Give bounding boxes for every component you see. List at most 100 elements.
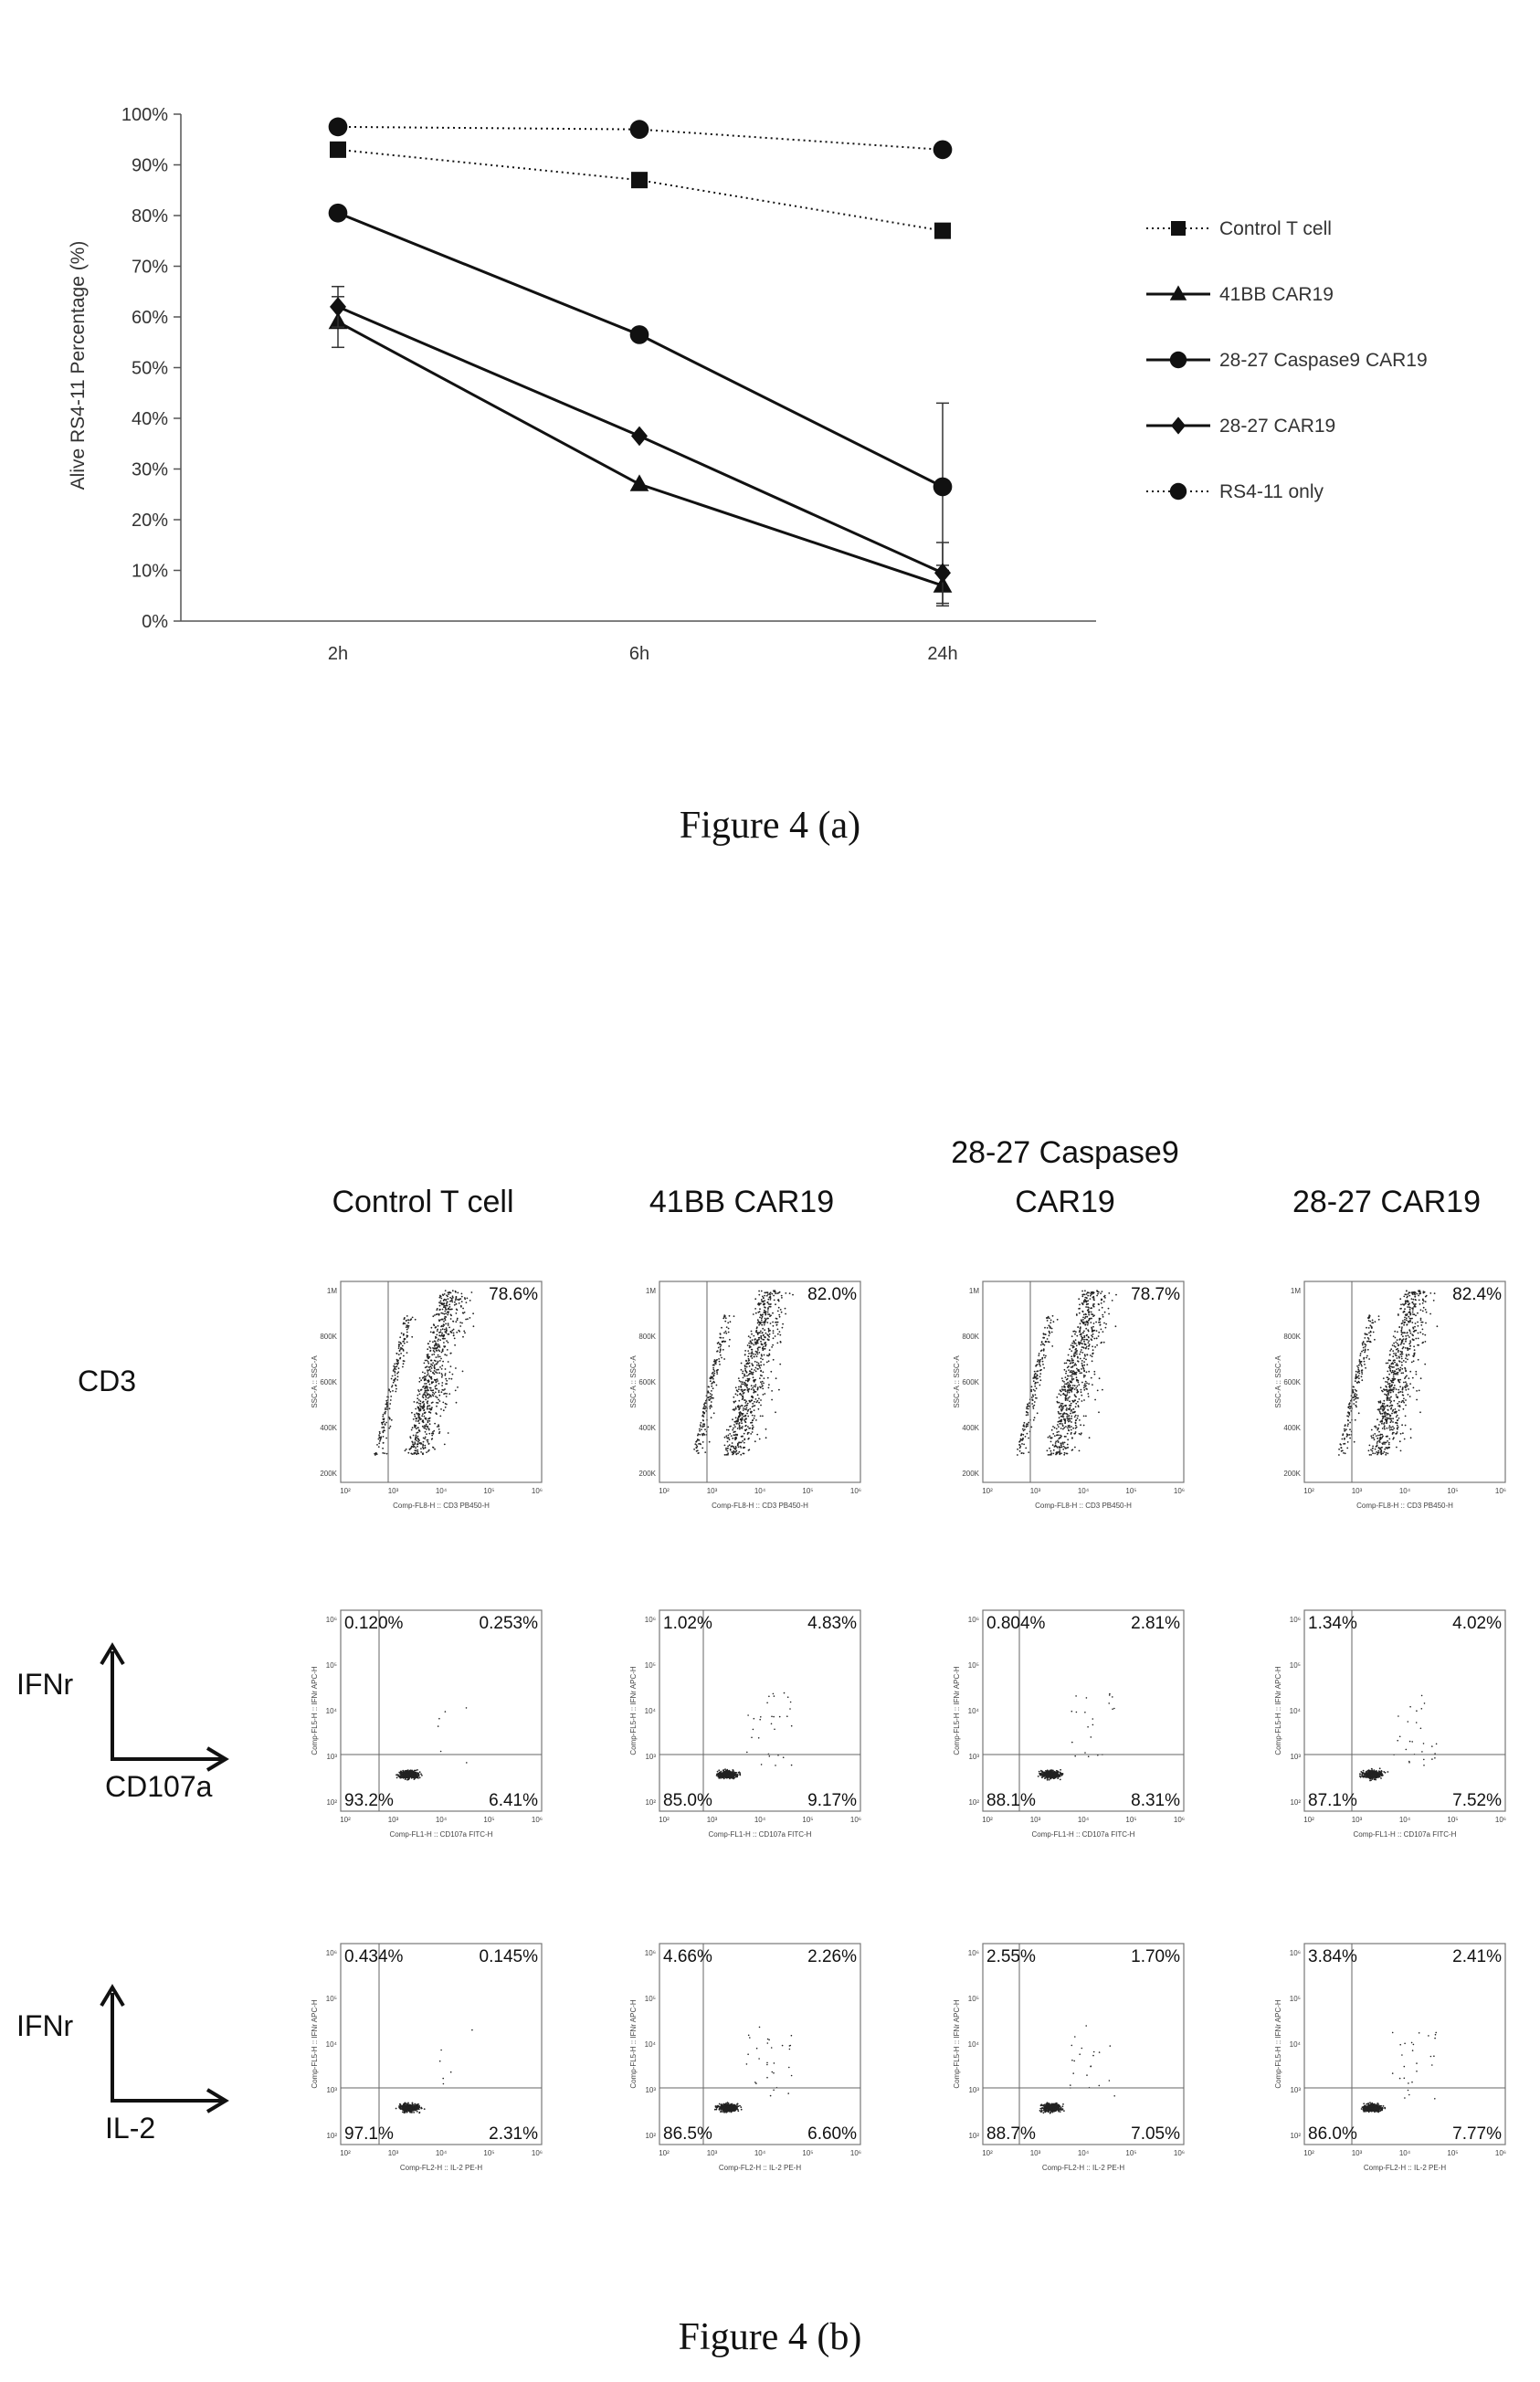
- panel-y-tick: 10⁵: [645, 1995, 656, 2003]
- panel-x-tick: 10⁶: [1174, 1816, 1185, 1824]
- panel-y-axis-caption: Comp-FL5-H :: IFNr APC-H: [953, 1999, 961, 2089]
- quadrant-upper-right-percent: 2.26%: [807, 1947, 857, 1966]
- column-header-line2: CAR19: [1015, 1185, 1115, 1219]
- panel-y-tick: 10³: [326, 1753, 337, 1761]
- quadrant-lower-right-percent: 2.31%: [489, 2124, 538, 2144]
- panel-y-tick: 10⁶: [968, 1616, 979, 1624]
- data-point: [629, 120, 649, 139]
- panel-x-tick: 10³: [1030, 2149, 1041, 2157]
- panel-x-axis-caption: Comp-FL2-H :: IL-2 PE-H: [719, 2164, 801, 2172]
- panel-x-tick: 10⁴: [1078, 1816, 1090, 1824]
- data-point: [629, 474, 649, 491]
- panel-x-tick: 10³: [1030, 1487, 1041, 1495]
- panel-x-tick: 10⁴: [436, 1816, 448, 1824]
- series-28-27-caspase9-car19: [328, 203, 953, 572]
- panel-x-tick: 10⁴: [1399, 1487, 1411, 1495]
- quadrant-upper-left-percent: 2.55%: [986, 1947, 1036, 1966]
- panel-y-tick: 600K: [320, 1378, 337, 1386]
- panel-x-tick: 10⁶: [1495, 1487, 1506, 1495]
- panel-y-tick: 200K: [638, 1470, 656, 1478]
- panel-x-tick: 10²: [982, 1487, 993, 1495]
- panel-y-axis-caption: Comp-FL5-H :: IFNr APC-H: [629, 1999, 638, 2089]
- plot-frame: [982, 1943, 1185, 2145]
- legend-label: RS4-11 only: [1219, 481, 1324, 502]
- quadrant-lower-left-percent: 93.2%: [344, 1791, 394, 1810]
- data-point: [631, 172, 648, 189]
- series-28-27-car19: [330, 285, 951, 605]
- panel-x-tick: 10²: [1303, 1487, 1314, 1495]
- quadrant-upper-left-percent: 1.34%: [1308, 1614, 1357, 1633]
- panel-x-tick: 10⁵: [1125, 1487, 1136, 1495]
- event-dots: [374, 1290, 475, 1456]
- panel-x-tick: 10³: [1352, 1816, 1363, 1824]
- plot-frame: [340, 1943, 543, 2145]
- quadrant-lower-left-percent: 88.1%: [986, 1791, 1036, 1810]
- event-dots: [1039, 2025, 1115, 2114]
- series-rs4-11-only: [328, 117, 953, 160]
- y-tick-label: 20%: [132, 511, 168, 531]
- quadrant-upper-left-percent: 4.66%: [663, 1947, 712, 1966]
- panel-y-axis-caption: Comp-FL5-H :: IFNr APC-H: [311, 1999, 319, 2089]
- panel-x-tick: 10³: [1352, 1487, 1363, 1495]
- quadrant-lower-left-percent: 85.0%: [663, 1791, 712, 1810]
- quadrant-lower-left-percent: 88.7%: [986, 2124, 1036, 2144]
- panel-y-tick: 10⁵: [1290, 1995, 1301, 2003]
- panel-x-tick: 10⁴: [1078, 1487, 1090, 1495]
- legend-marker: [1171, 221, 1186, 236]
- panel-y-tick: 10⁴: [1290, 1707, 1302, 1715]
- panel-y-tick: 1M: [969, 1287, 979, 1295]
- event-dots: [1360, 2031, 1437, 2113]
- quadrant-lower-right-percent: 7.52%: [1452, 1791, 1502, 1810]
- panel-y-tick: 600K: [962, 1378, 979, 1386]
- panel-x-tick: 10⁵: [802, 1816, 813, 1824]
- panel-y-tick: 800K: [320, 1333, 337, 1341]
- panel-y-tick: 10²: [1290, 1798, 1301, 1807]
- legend-marker: [1169, 482, 1187, 501]
- panel-y-tick: 10⁴: [326, 1707, 338, 1715]
- panel-x-tick: 10⁵: [483, 1816, 494, 1824]
- panel-x-axis-caption: Comp-FL1-H :: CD107a FITC-H: [1032, 1830, 1135, 1839]
- flow-plot-panel: 78.7% 1M 800K 600K 400K 200K 10² 10³ 10⁴ 10⁵ 10⁶ SS…: [928, 1274, 1202, 1548]
- panel-y-tick: 10⁵: [968, 1995, 979, 2003]
- panel-x-tick: 10⁵: [483, 1487, 494, 1495]
- panel-x-tick: 10⁶: [850, 1487, 861, 1495]
- column-header-line2: 28-27 CAR19: [1292, 1185, 1481, 1219]
- y-axis-label: Alive RS4-11 Percentage (%): [68, 241, 89, 490]
- quadrant-upper-right-percent: 1.70%: [1131, 1947, 1180, 1966]
- plot-frame: [1303, 1609, 1506, 1812]
- panel-y-tick: 1M: [327, 1287, 337, 1295]
- plot-frame: [659, 1943, 861, 2145]
- y-tick-label: 100%: [121, 105, 168, 125]
- data-point: [934, 222, 951, 239]
- y-tick-label: 40%: [132, 409, 168, 429]
- panel-y-tick: 10⁴: [645, 2040, 657, 2049]
- panel-y-tick: 800K: [1283, 1333, 1301, 1341]
- panel-y-axis-caption: Comp-FL5-H :: IFNr APC-H: [629, 1666, 638, 1755]
- event-dots: [1359, 1694, 1438, 1782]
- panel-y-tick: 10⁵: [968, 1661, 979, 1670]
- panel-y-tick: 10³: [968, 1753, 979, 1761]
- axis-arrows-icon: [100, 1642, 229, 1772]
- panel-x-tick: 10²: [659, 1816, 670, 1824]
- event-dots: [1338, 1290, 1439, 1456]
- panel-y-tick: 200K: [962, 1470, 979, 1478]
- quadrant-lower-right-percent: 6.41%: [489, 1791, 538, 1810]
- flow-plot-panel: 82.0% 1M 800K 600K 400K 200K 10² 10³ 10⁴ 10⁵ 10⁶ SS…: [605, 1274, 879, 1548]
- panel-x-tick: 10⁴: [754, 2149, 766, 2157]
- chart-axes: 0% 10% 20% 30% 40% 50% 60% 70% 80% 90% 100% 2h 6h 24h: [121, 105, 1096, 664]
- panel-y-tick: 10²: [326, 1798, 337, 1807]
- plot-frame: [1303, 1281, 1506, 1483]
- panel-x-axis-caption: Comp-FL2-H :: IL-2 PE-H: [400, 2164, 482, 2172]
- panel-y-axis-caption: SSC-A :: SSC-A: [629, 1355, 638, 1408]
- panel-y-tick: 400K: [638, 1424, 656, 1432]
- panel-x-tick: 10²: [1303, 1816, 1314, 1824]
- panel-y-tick: 10⁶: [326, 1616, 337, 1624]
- panel-y-tick: 10³: [645, 2086, 656, 2094]
- column-header: 28-27 Caspase9 CAR19: [910, 1128, 1220, 1227]
- panel-x-tick: 10²: [340, 1816, 351, 1824]
- panel-x-tick: 10²: [659, 1487, 670, 1495]
- panel-x-axis-caption: Comp-FL2-H :: IL-2 PE-H: [1042, 2164, 1124, 2172]
- panel-x-tick: 10⁵: [1125, 2149, 1136, 2157]
- quadrant-lower-right-percent: 6.60%: [807, 2124, 857, 2144]
- panel-x-tick: 10⁴: [1399, 1816, 1411, 1824]
